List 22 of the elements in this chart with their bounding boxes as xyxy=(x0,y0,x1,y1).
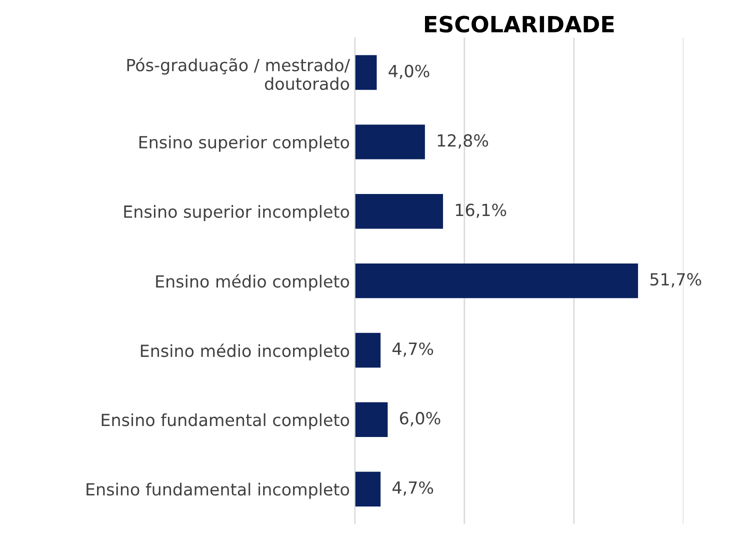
y-tick-label: Ensino fundamental incompleto xyxy=(86,482,350,499)
y-tick-label: Ensino superior completo xyxy=(139,136,350,152)
data-label: 6,0% xyxy=(400,412,440,426)
data-label: 4,7% xyxy=(392,342,434,357)
chart-title: ESCOLARIDADE xyxy=(425,16,614,33)
y-tick-label: Pós-graduação / mestrado/ doutorado xyxy=(127,58,350,90)
y-tick-label: Ensino médio incompleto xyxy=(140,344,350,360)
bar xyxy=(354,402,388,438)
bar xyxy=(354,124,425,160)
data-label: 51,7% xyxy=(650,273,702,288)
data-label: 4,0% xyxy=(388,64,430,80)
bar xyxy=(354,55,377,90)
y-tick-label: Ensino médio completo xyxy=(156,274,350,291)
y-tick-label: Ensino superior incompleto xyxy=(124,205,350,222)
bar xyxy=(354,194,444,229)
bar xyxy=(354,263,638,298)
data-label: 12,8% xyxy=(438,134,488,148)
bar xyxy=(354,472,381,506)
data-label: 16,1% xyxy=(456,204,506,218)
y-tick-label: Ensino fundamental completo xyxy=(102,413,350,430)
data-label: 4,7% xyxy=(392,481,434,496)
bar xyxy=(354,332,381,368)
